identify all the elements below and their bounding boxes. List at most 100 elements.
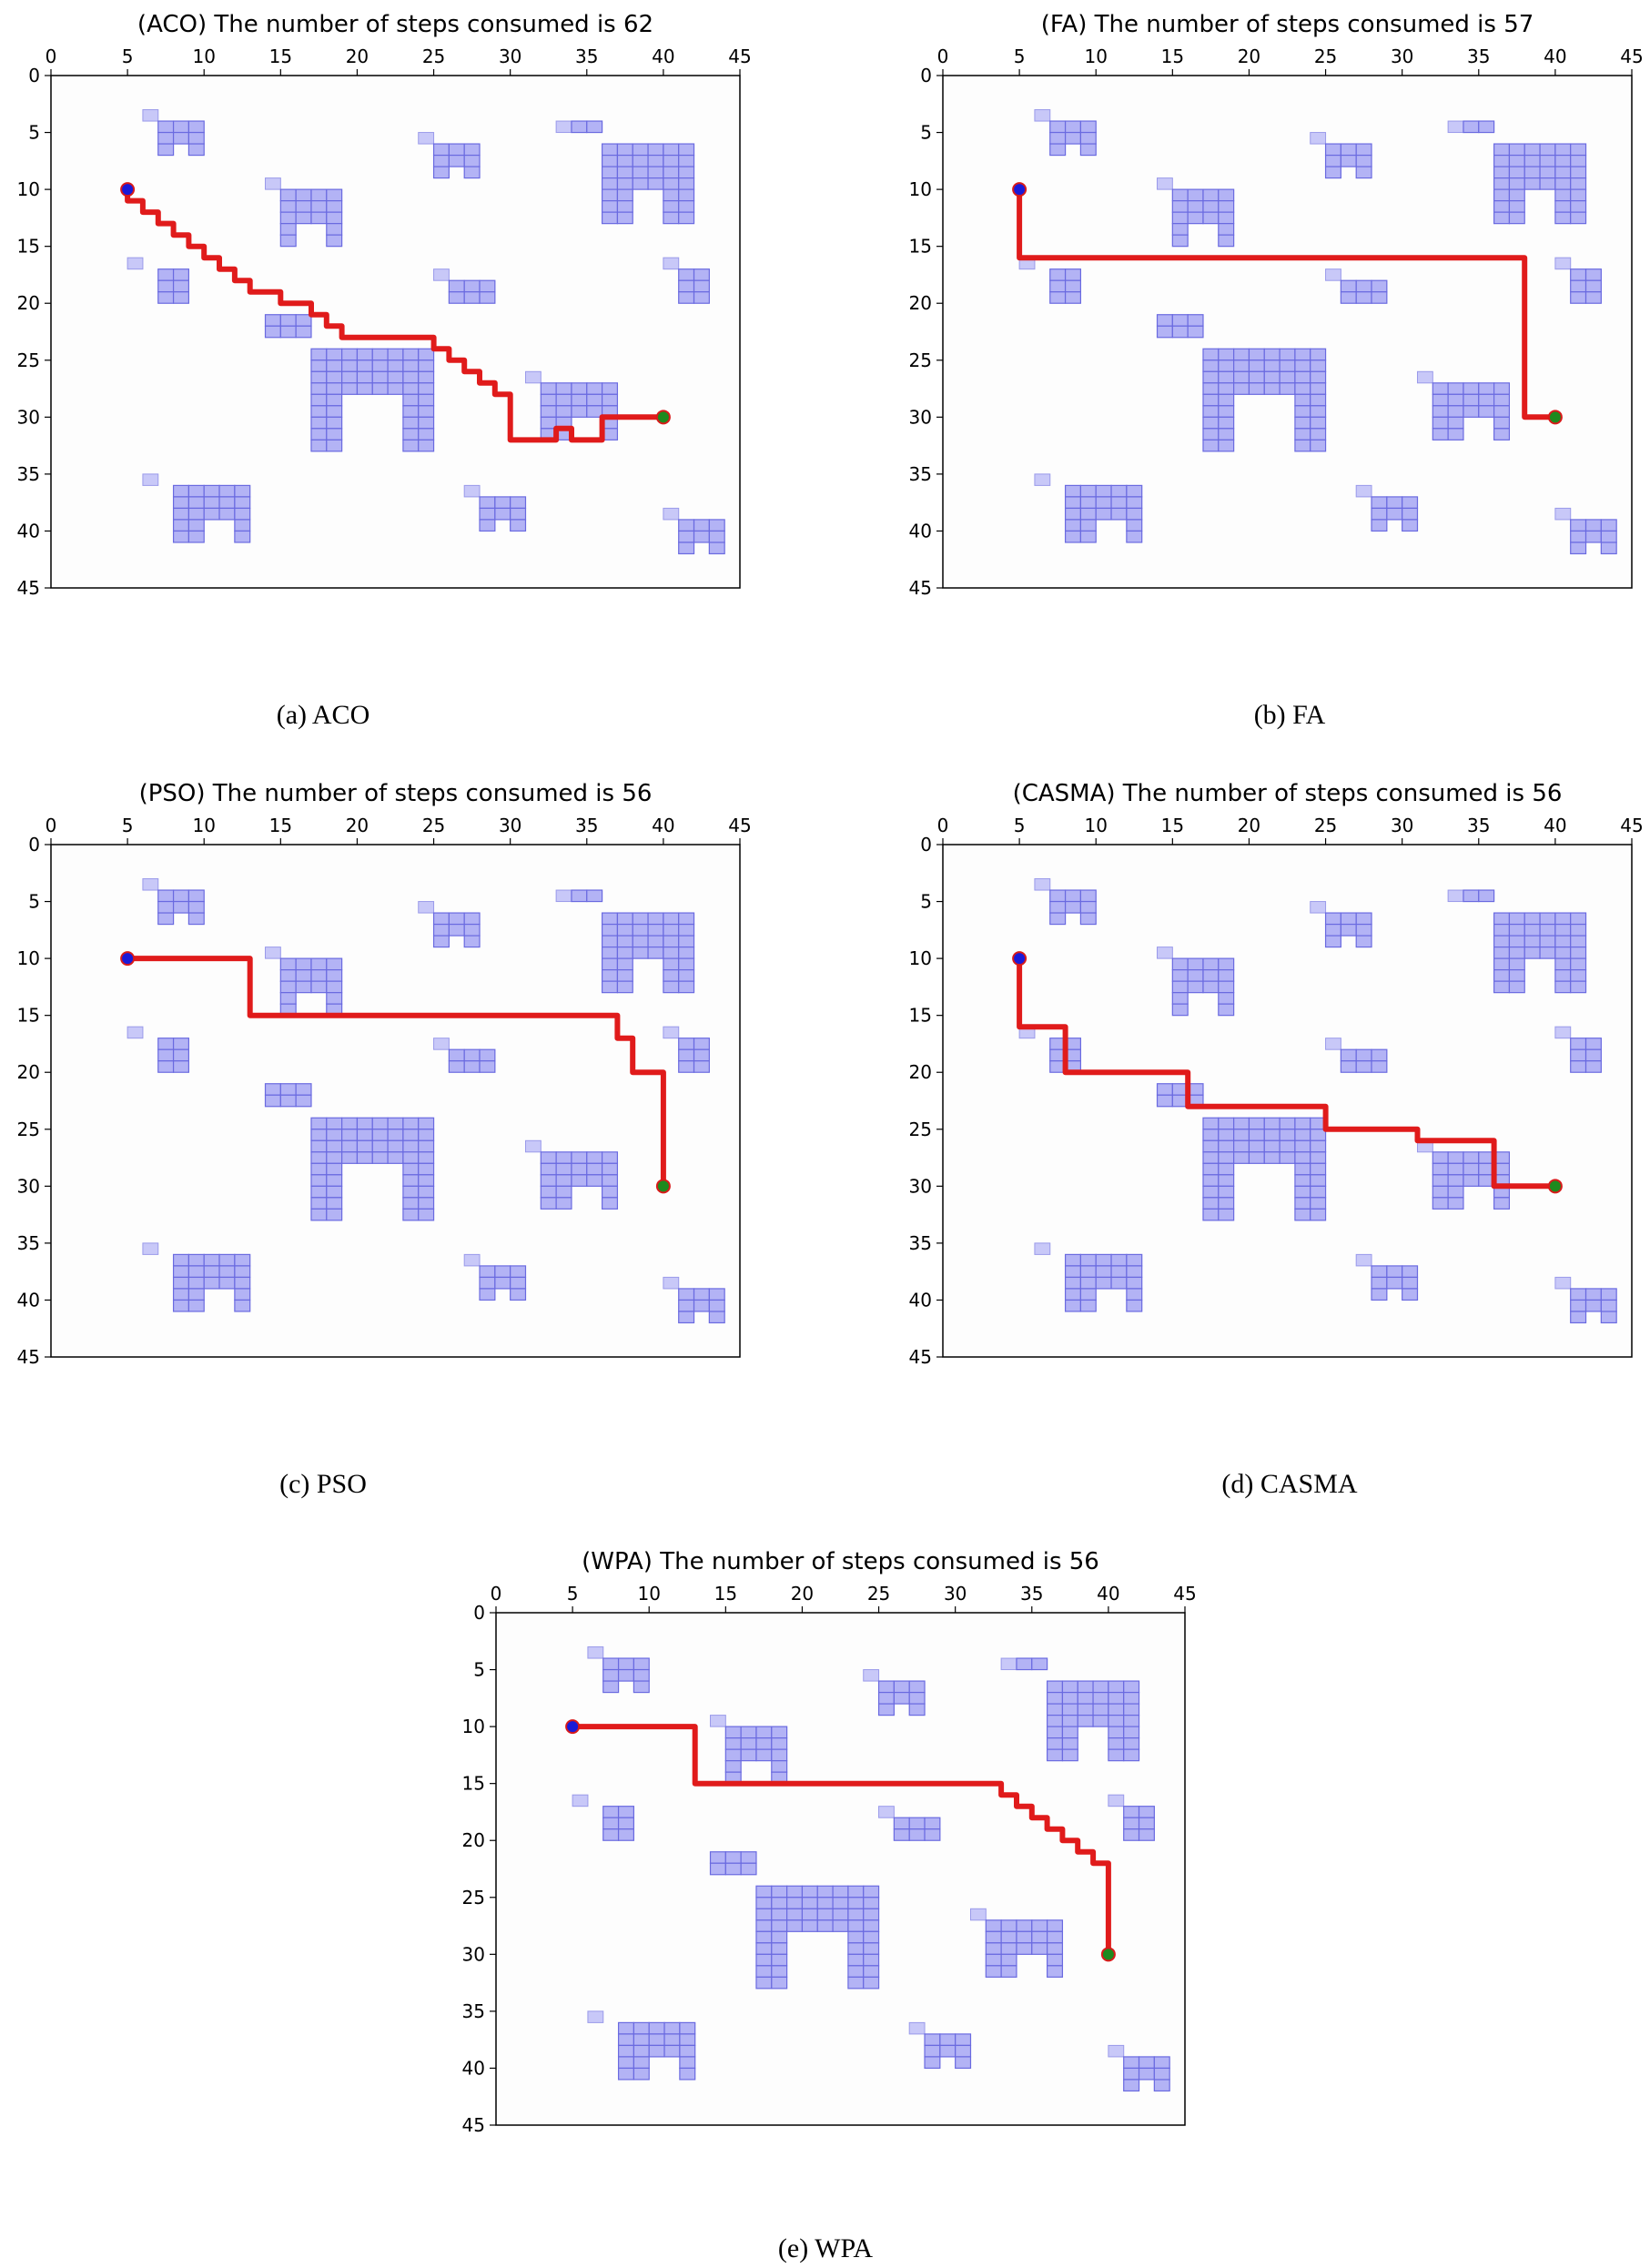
obstacle-cell [494, 496, 511, 510]
obstacle-cell [1371, 279, 1388, 293]
obstacle-cell [801, 1897, 818, 1909]
obstacle-cell [601, 1162, 619, 1176]
obstacle-cell [1355, 1060, 1372, 1073]
obstacle-cell [326, 1139, 343, 1153]
obstacle-cell [1061, 1691, 1078, 1705]
obstacle-cell [1493, 154, 1511, 167]
x-tick-label: 40 [652, 46, 674, 67]
obstacle-layer [127, 109, 725, 555]
obstacle-cell [418, 1129, 435, 1141]
obstacle-cell [1031, 1930, 1048, 1944]
x-tick-label: 45 [728, 46, 751, 67]
y-tick-label: 10 [462, 1716, 485, 1737]
obstacle-cell [1218, 969, 1235, 982]
obstacle-cell [616, 154, 633, 167]
obstacle-cell [448, 1060, 465, 1073]
obstacle-cell [1248, 348, 1265, 361]
obstacle-cell [1079, 900, 1097, 914]
path-line [125, 956, 666, 1190]
obstacle-cell [234, 530, 251, 543]
obstacle-cell [1000, 1942, 1017, 1955]
obstacle-cell [1447, 382, 1464, 395]
obstacle-cell [295, 188, 312, 202]
obstacle-cell [1061, 1748, 1078, 1762]
obstacle-cell [1493, 188, 1511, 202]
x-tick-label: 5 [1014, 815, 1026, 836]
obstacle-cell [1218, 1185, 1235, 1199]
obstacle-cell [708, 1299, 725, 1312]
obstacle-cell [1126, 507, 1143, 521]
obstacle-cell [678, 980, 695, 994]
obstacle-cell [1294, 428, 1311, 440]
obstacle-cell [616, 912, 633, 926]
obstacle-cell [540, 1151, 557, 1164]
obstacle-cell [693, 530, 710, 543]
obstacle-cell [1202, 1117, 1220, 1130]
obstacle-cell [1000, 1657, 1017, 1671]
obstacle-cell [571, 382, 588, 395]
obstacle-cell [371, 1129, 389, 1141]
y-tick-label: 30 [462, 1943, 485, 1965]
obstacle-cell [1584, 279, 1602, 293]
obstacle-cell [187, 1265, 205, 1279]
obstacle-cell [341, 1117, 359, 1130]
obstacle-cell [1077, 1691, 1094, 1705]
obstacle-cell [1325, 268, 1341, 281]
obstacle-cell [1324, 154, 1341, 167]
obstacle-cell [1340, 912, 1357, 926]
obstacle-cell [1064, 507, 1081, 521]
obstacle-cell [1110, 507, 1128, 521]
obstacle-cell [1355, 923, 1372, 937]
y-tick-label: 45 [17, 577, 40, 599]
obstacle-cell [678, 957, 695, 971]
obstacle-cell [678, 279, 695, 293]
obstacle-cell [1463, 393, 1480, 407]
obstacle-cell [479, 279, 496, 293]
obstacle-cell [1171, 188, 1189, 202]
obstacle-cell [1294, 382, 1311, 395]
obstacle-cell [1046, 1942, 1064, 1955]
obstacle-cell [1233, 382, 1250, 395]
obstacle-cell [1554, 257, 1572, 270]
obstacle-cell [432, 912, 450, 926]
obstacle-cell [295, 1094, 312, 1108]
obstacle-cell [234, 496, 251, 510]
obstacle-cell [617, 1657, 634, 1671]
obstacle-cell [1493, 923, 1511, 937]
obstacle-cell [863, 1908, 880, 1921]
obstacle-cell [172, 519, 189, 532]
obstacle-cell [1108, 1737, 1125, 1750]
obstacle-cell [1108, 1691, 1125, 1705]
obstacle-cell [1171, 314, 1189, 327]
obstacle-cell [463, 923, 481, 937]
obstacle-cell [1554, 969, 1572, 982]
obstacle-cell [832, 1897, 849, 1909]
obstacle-cell [1294, 1174, 1311, 1187]
x-tick-label: 35 [1467, 46, 1490, 67]
obstacle-cell [418, 382, 435, 395]
obstacle-cell [1447, 405, 1464, 418]
obstacle-cell [1095, 1276, 1112, 1290]
obstacle-cell [187, 889, 205, 903]
obstacle-cell [463, 166, 481, 179]
obstacle-cell [371, 359, 389, 372]
obstacle-cell [1202, 1151, 1220, 1164]
chart-panel-c: (PSO) The number of steps consumed is 56… [17, 780, 752, 1499]
obstacle-cell [1126, 1265, 1143, 1279]
obstacle-cell [663, 507, 680, 521]
obstacle-cell [678, 268, 695, 281]
obstacle-cell [187, 912, 205, 926]
obstacle-cell [142, 473, 159, 486]
obstacle-cell [1294, 1208, 1311, 1221]
obstacle-cell [1279, 348, 1296, 361]
obstacle-cell [1046, 1703, 1064, 1716]
obstacle-cell [310, 439, 328, 452]
obstacle-cell [418, 1208, 435, 1221]
obstacle-cell [1554, 980, 1572, 994]
obstacle-cell [326, 200, 343, 213]
y-tick-label: 35 [462, 2000, 485, 2022]
obstacle-cell [1202, 200, 1220, 213]
obstacle-cell [617, 2033, 634, 2047]
obstacle-cell [724, 1737, 742, 1750]
obstacle-cell [1508, 188, 1525, 202]
